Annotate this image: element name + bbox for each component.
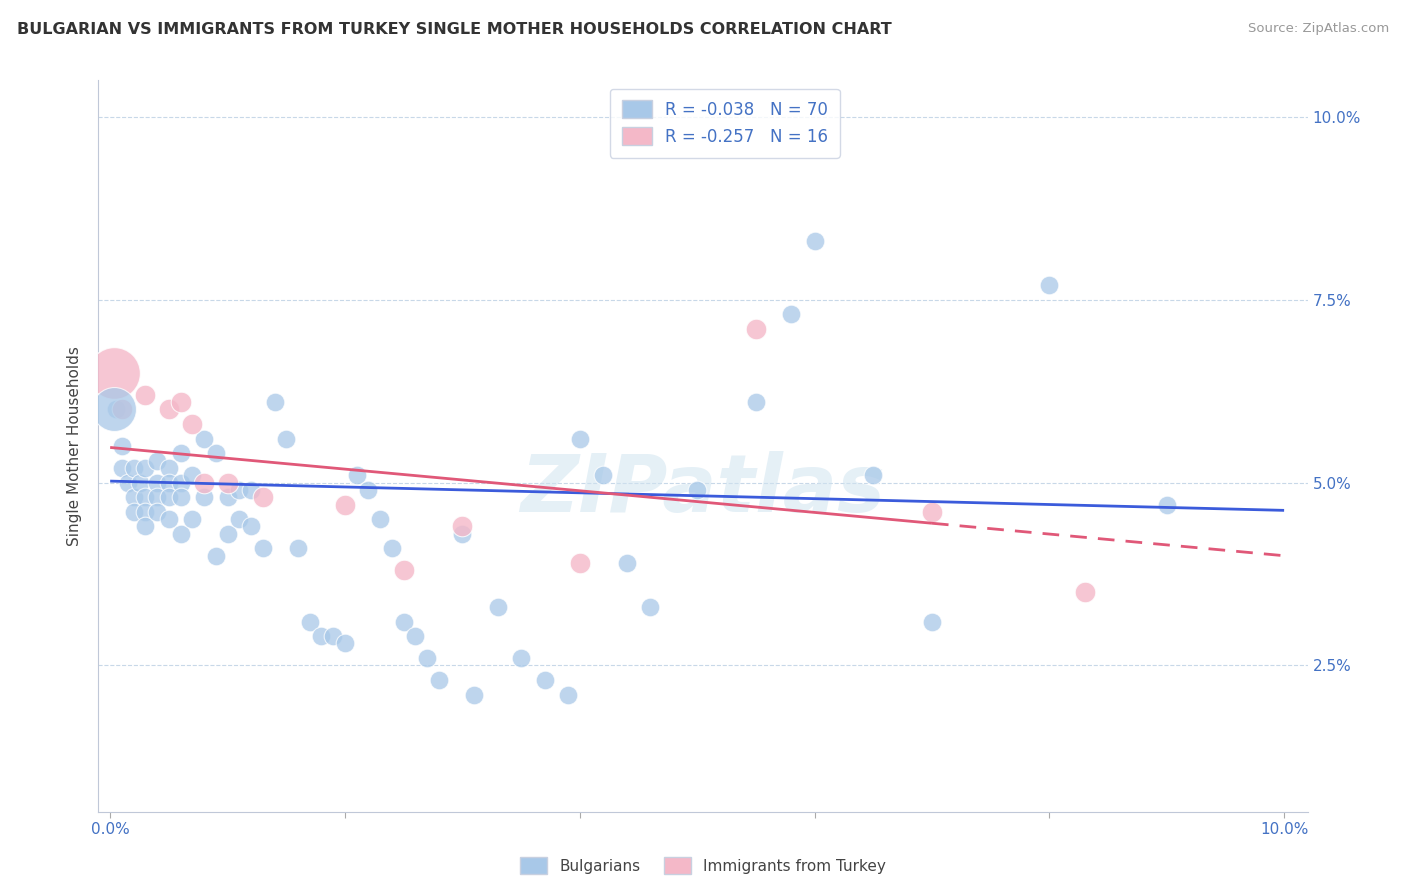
Point bbox=[510, 651, 533, 665]
Point bbox=[157, 461, 180, 475]
Point bbox=[105, 402, 128, 417]
Point bbox=[134, 388, 156, 402]
Point bbox=[146, 475, 169, 490]
Point bbox=[240, 519, 263, 533]
Point bbox=[134, 505, 156, 519]
Point bbox=[228, 512, 250, 526]
Point bbox=[486, 599, 509, 614]
Point bbox=[533, 673, 555, 687]
Point bbox=[392, 615, 415, 629]
Point bbox=[463, 688, 485, 702]
Point bbox=[745, 322, 768, 336]
Point bbox=[252, 490, 274, 504]
Point bbox=[803, 234, 825, 248]
Point bbox=[322, 629, 344, 643]
Point bbox=[146, 490, 169, 504]
Point bbox=[404, 629, 426, 643]
Text: Source: ZipAtlas.com: Source: ZipAtlas.com bbox=[1249, 22, 1389, 36]
Point bbox=[157, 475, 180, 490]
Point bbox=[298, 615, 321, 629]
Point bbox=[381, 541, 404, 556]
Point bbox=[263, 395, 285, 409]
Point bbox=[451, 526, 474, 541]
Point bbox=[146, 453, 169, 467]
Point bbox=[240, 483, 263, 497]
Point bbox=[1073, 585, 1095, 599]
Point bbox=[103, 402, 125, 417]
Point bbox=[169, 526, 191, 541]
Point bbox=[451, 519, 474, 533]
Point bbox=[169, 490, 191, 504]
Point bbox=[638, 599, 661, 614]
Point bbox=[193, 475, 215, 490]
Text: ZIPatlas: ZIPatlas bbox=[520, 450, 886, 529]
Point bbox=[686, 483, 709, 497]
Point bbox=[392, 563, 415, 577]
Point bbox=[134, 461, 156, 475]
Point bbox=[134, 490, 156, 504]
Point bbox=[122, 490, 145, 504]
Point bbox=[103, 366, 125, 380]
Point bbox=[169, 475, 191, 490]
Point bbox=[117, 475, 139, 490]
Point bbox=[427, 673, 450, 687]
Point bbox=[921, 505, 943, 519]
Point bbox=[122, 461, 145, 475]
Point bbox=[346, 468, 368, 483]
Point bbox=[181, 417, 204, 431]
Point bbox=[357, 483, 380, 497]
Point bbox=[157, 402, 180, 417]
Point bbox=[193, 490, 215, 504]
Point bbox=[287, 541, 309, 556]
Point bbox=[557, 688, 579, 702]
Point bbox=[181, 468, 204, 483]
Legend: Bulgarians, Immigrants from Turkey: Bulgarians, Immigrants from Turkey bbox=[513, 851, 893, 880]
Point bbox=[111, 439, 134, 453]
Point bbox=[181, 512, 204, 526]
Point bbox=[204, 446, 226, 460]
Point bbox=[217, 475, 239, 490]
Point bbox=[862, 468, 884, 483]
Point bbox=[217, 490, 239, 504]
Point bbox=[128, 475, 150, 490]
Point bbox=[122, 505, 145, 519]
Point bbox=[111, 402, 134, 417]
Legend: R = -0.038   N = 70, R = -0.257   N = 16: R = -0.038 N = 70, R = -0.257 N = 16 bbox=[610, 88, 839, 158]
Point bbox=[157, 512, 180, 526]
Point bbox=[745, 395, 768, 409]
Point bbox=[193, 432, 215, 446]
Point bbox=[134, 519, 156, 533]
Point bbox=[568, 432, 591, 446]
Point bbox=[217, 526, 239, 541]
Point bbox=[616, 556, 638, 570]
Point bbox=[276, 432, 298, 446]
Point bbox=[921, 615, 943, 629]
Point bbox=[780, 307, 803, 321]
Point bbox=[333, 498, 356, 512]
Point bbox=[368, 512, 391, 526]
Point bbox=[111, 461, 134, 475]
Text: BULGARIAN VS IMMIGRANTS FROM TURKEY SINGLE MOTHER HOUSEHOLDS CORRELATION CHART: BULGARIAN VS IMMIGRANTS FROM TURKEY SING… bbox=[17, 22, 891, 37]
Point bbox=[592, 468, 614, 483]
Point bbox=[1156, 498, 1178, 512]
Point bbox=[568, 556, 591, 570]
Y-axis label: Single Mother Households: Single Mother Households bbox=[67, 346, 83, 546]
Point bbox=[228, 483, 250, 497]
Point bbox=[416, 651, 439, 665]
Point bbox=[204, 549, 226, 563]
Point bbox=[311, 629, 333, 643]
Point bbox=[169, 446, 191, 460]
Point bbox=[1038, 278, 1060, 293]
Point bbox=[333, 636, 356, 650]
Point bbox=[169, 395, 191, 409]
Point bbox=[252, 541, 274, 556]
Point bbox=[146, 505, 169, 519]
Point bbox=[157, 490, 180, 504]
